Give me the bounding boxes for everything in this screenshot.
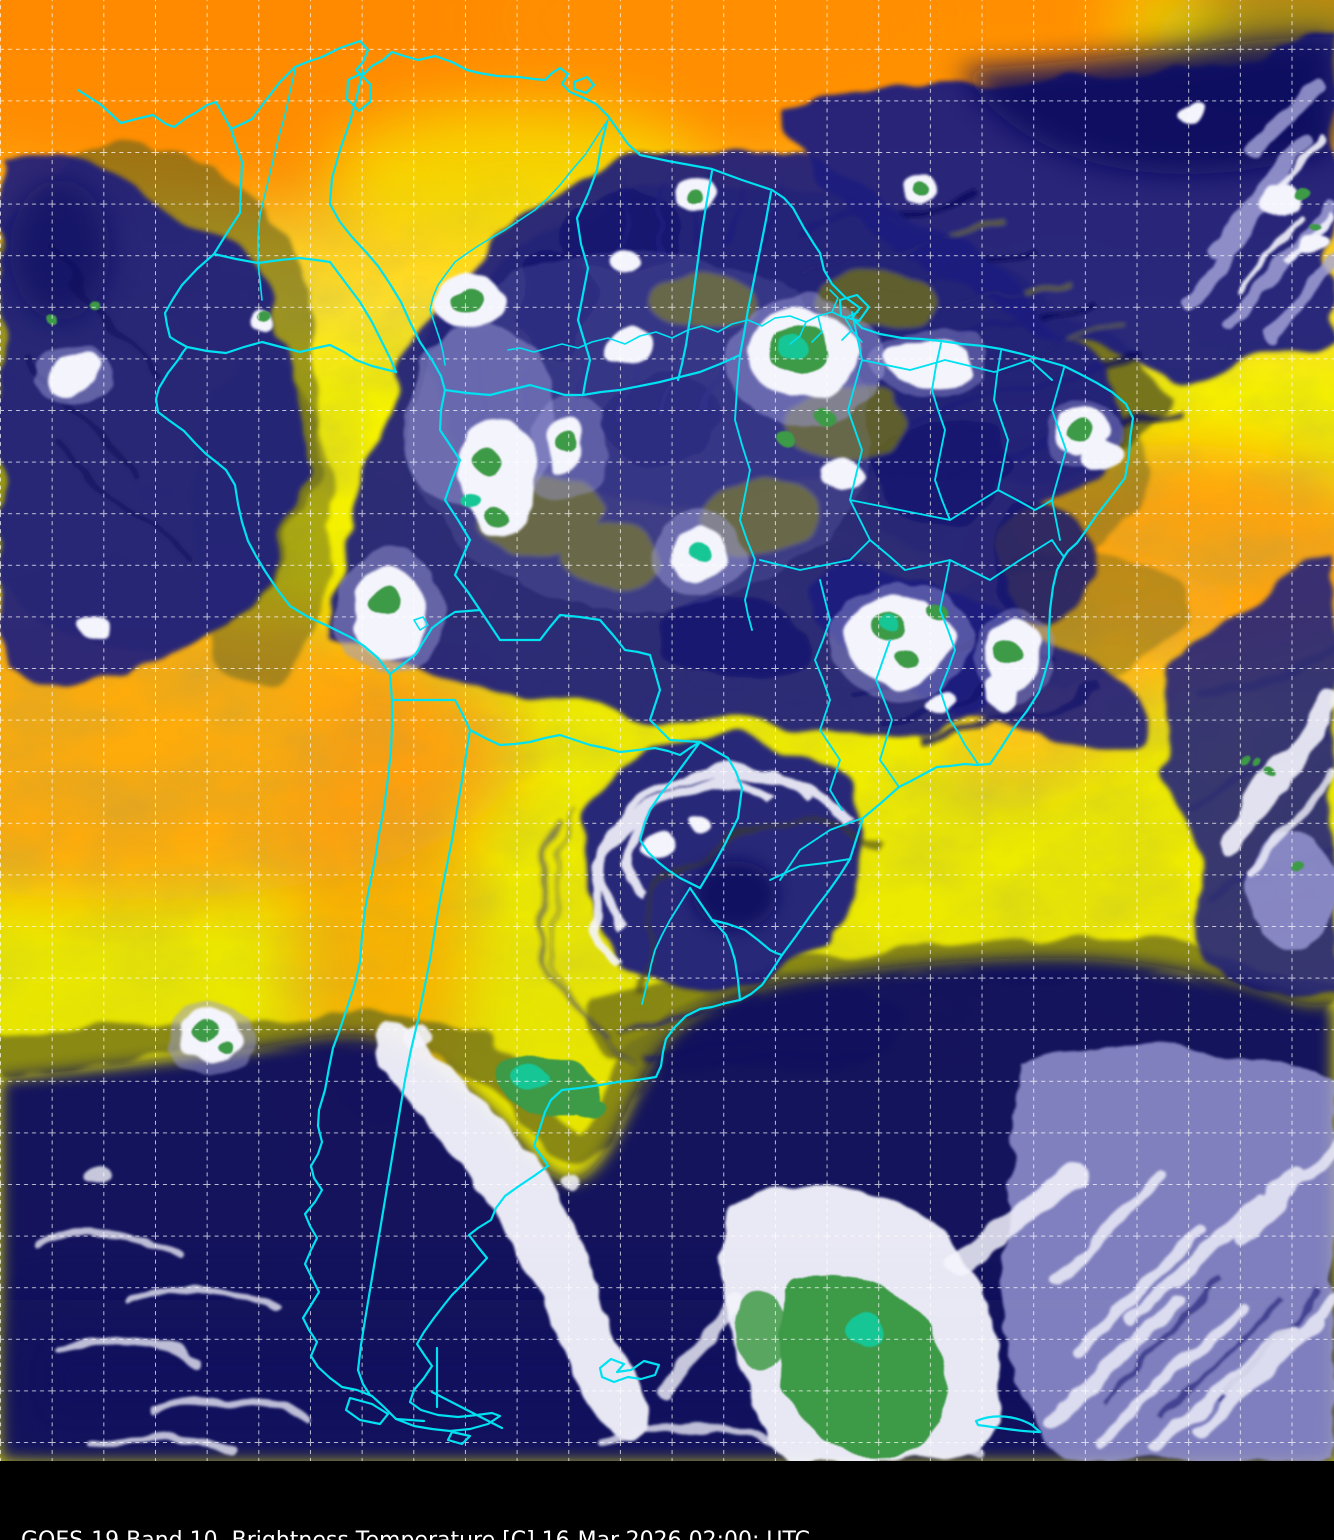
lake-maracaibo bbox=[345, 72, 373, 113]
border-bolivia-south bbox=[390, 698, 702, 757]
lake-titicaca bbox=[413, 616, 429, 631]
orinoco-river bbox=[429, 119, 609, 366]
border-paraguay-east bbox=[698, 740, 744, 890]
border-ecuador-peru bbox=[185, 340, 398, 374]
border-venezuela-guyana bbox=[575, 120, 609, 397]
south-georgia-island bbox=[974, 1415, 1042, 1434]
border-colombia-venezuela bbox=[328, 68, 447, 392]
border-peru-brazil bbox=[438, 388, 502, 642]
falkland-islands bbox=[598, 1357, 661, 1384]
border-guyana-suriname bbox=[676, 169, 714, 382]
border-colombia-peru bbox=[328, 260, 398, 374]
parana-river bbox=[641, 887, 691, 1005]
trinidad-island bbox=[572, 75, 596, 95]
south-america-coastline bbox=[76, 39, 1135, 1433]
tierra-del-fuego-channels bbox=[344, 1346, 504, 1446]
border-bolivia-brazil bbox=[498, 613, 702, 744]
amazon-river bbox=[507, 289, 863, 353]
magdalena-river bbox=[257, 69, 296, 301]
graticule-grid bbox=[0, 0, 1334, 1461]
brazil-state-borders bbox=[734, 311, 1067, 881]
geographic-boundaries bbox=[76, 39, 1135, 1446]
border-suriname-guiana bbox=[738, 190, 773, 357]
caption-bar: GOES-19 Band 10 Brightness Temperature [… bbox=[7, 1503, 810, 1540]
border-colombia-ecuador bbox=[212, 252, 332, 265]
caption-text: GOES-19 Band 10 Brightness Temperature [… bbox=[21, 1528, 810, 1540]
border-venezuela-brazil bbox=[443, 383, 585, 397]
border-uruguay bbox=[688, 886, 784, 1002]
border-peru-bolivia bbox=[388, 608, 482, 676]
marajo-island bbox=[838, 293, 871, 323]
border-paraguay-west bbox=[638, 740, 702, 890]
border-brazil-north bbox=[581, 353, 742, 397]
border-chile-argentina bbox=[356, 728, 472, 1397]
